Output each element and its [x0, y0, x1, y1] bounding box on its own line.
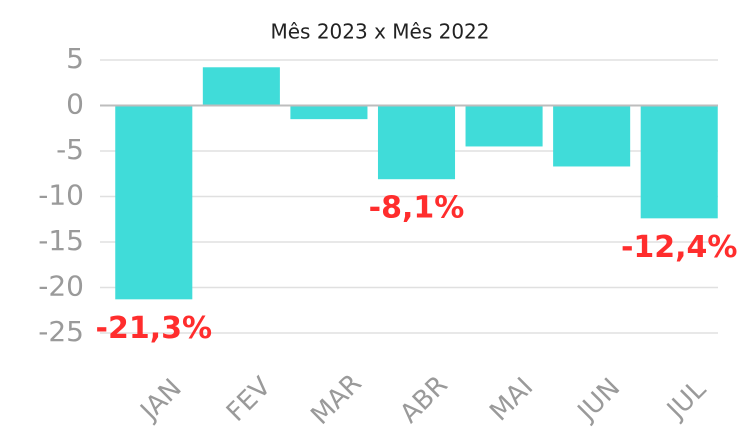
bar [377, 105, 456, 180]
y-tick-label: -10 [38, 179, 84, 212]
x-tick-label: JUL [660, 374, 712, 426]
bar [290, 105, 368, 120]
y-tick-label: 5 [66, 42, 84, 75]
x-tick-label: MAI [484, 372, 539, 427]
data-label: -8,1% [369, 191, 465, 226]
data-label: -12,4% [621, 230, 738, 265]
data-label: -21,3% [96, 311, 213, 346]
x-tick-label: FEV [221, 372, 277, 428]
x-tick-label: JAN [134, 373, 188, 427]
bar [202, 67, 280, 106]
x-tick-label: JUN [571, 373, 626, 428]
y-tick-label: -25 [38, 315, 84, 348]
y-tick-label: -5 [56, 133, 84, 166]
bar [115, 105, 193, 300]
x-tick-label: ABR [395, 370, 454, 429]
y-tick-label: -15 [38, 224, 84, 257]
y-tick-label: -20 [38, 270, 84, 303]
y-tick-label: 0 [66, 88, 84, 121]
bar [465, 105, 543, 147]
chart-subtitle: Mês 2023 x Mês 2022 [270, 20, 489, 44]
x-tick-label: MAR [305, 368, 367, 430]
bar [553, 105, 631, 167]
bar [640, 105, 718, 219]
